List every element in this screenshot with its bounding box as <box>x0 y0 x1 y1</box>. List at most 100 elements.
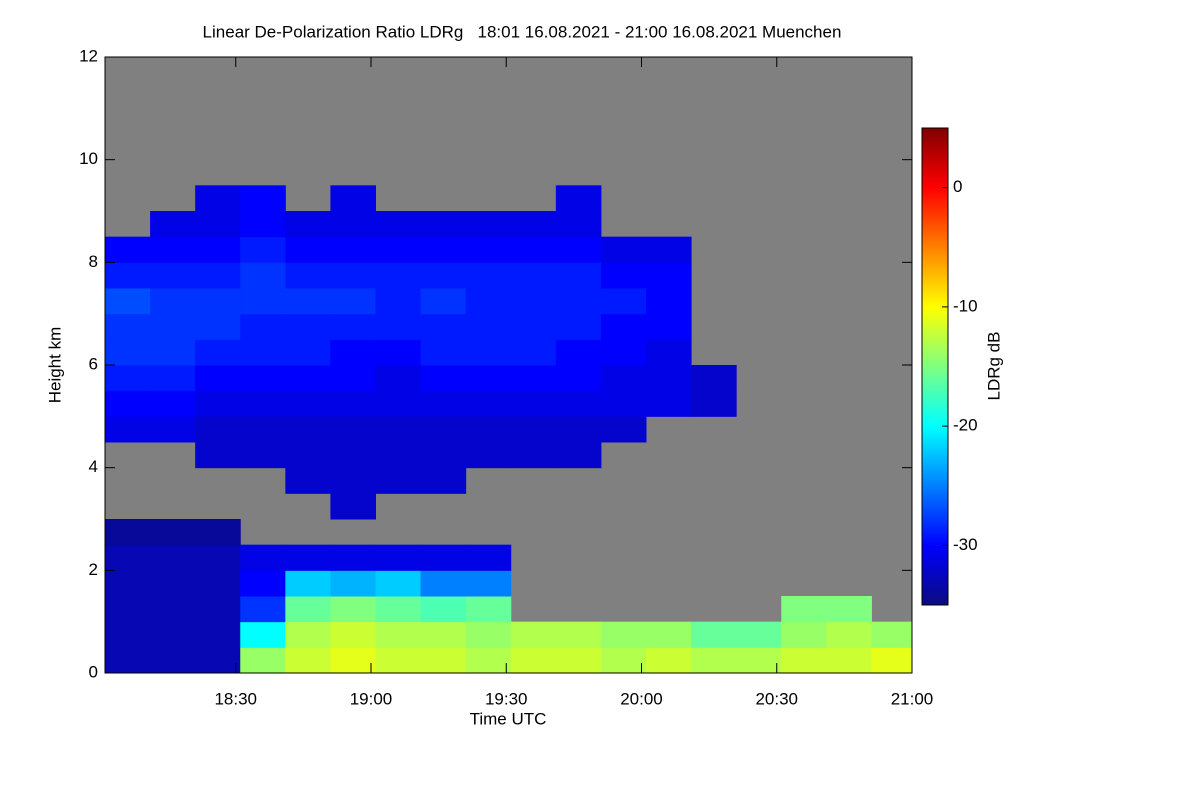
heatmap-cell <box>646 236 692 263</box>
y-tick-label: 6 <box>89 354 98 373</box>
heatmap-cell <box>781 621 827 648</box>
heatmap-cell <box>465 390 512 417</box>
heatmap-cell <box>105 519 151 546</box>
heatmap-cell <box>510 621 557 648</box>
heatmap-cell <box>555 211 602 238</box>
heatmap-cell <box>195 416 241 443</box>
heatmap-cell <box>420 467 467 494</box>
heatmap-cell <box>150 262 196 289</box>
y-tick-label: 0 <box>89 662 98 681</box>
heatmap-cell <box>240 416 286 443</box>
heatmap-cell <box>285 570 331 597</box>
heatmap-cell <box>330 390 377 417</box>
heatmap-cell <box>285 211 331 238</box>
heatmap-cell <box>465 442 512 469</box>
heatmap-cell <box>330 211 377 238</box>
heatmap-cell <box>646 262 692 289</box>
heatmap-cell <box>646 288 692 315</box>
heatmap-cell <box>285 236 331 263</box>
heatmap-cell <box>285 467 331 494</box>
heatmap-cell <box>105 416 151 443</box>
heatmap-cell <box>510 211 557 238</box>
heatmap-cell <box>150 339 196 366</box>
heatmap-cell <box>150 596 196 623</box>
x-axis-label: Time UTC <box>470 709 547 728</box>
heatmap-cell <box>600 416 647 443</box>
heatmap-cell <box>375 390 422 417</box>
heatmap-cell <box>285 416 331 443</box>
heatmap-cell <box>195 442 241 469</box>
heatmap-cell <box>195 236 241 263</box>
heatmap-cell <box>555 339 602 366</box>
heatmap-cell <box>600 262 647 289</box>
heatmap-cell <box>285 621 331 648</box>
heatmap-cell <box>420 313 467 340</box>
heatmap-cell <box>736 647 782 673</box>
heatmap-cell <box>420 442 467 469</box>
heatmap-cell <box>465 236 512 263</box>
heatmap <box>105 185 912 673</box>
heatmap-cell <box>330 647 377 673</box>
heatmap-cell <box>240 365 286 392</box>
heatmap-cell <box>420 416 467 443</box>
heatmap-cell <box>781 596 827 623</box>
heatmap-cell <box>646 339 692 366</box>
heatmap-cell <box>646 621 692 648</box>
heatmap-cell <box>600 365 647 392</box>
heatmap-cell <box>240 288 286 315</box>
heatmap-cell <box>420 262 467 289</box>
heatmap-cell <box>240 544 286 571</box>
heatmap-cell <box>195 519 241 546</box>
heatmap-cell <box>105 390 151 417</box>
heatmap-cell <box>240 596 286 623</box>
heatmap-cell <box>465 339 512 366</box>
heatmap-cell <box>555 185 602 212</box>
heatmap-cell <box>240 236 286 263</box>
heatmap-cell <box>375 365 422 392</box>
heatmap-cell <box>195 596 241 623</box>
heatmap-cell <box>105 570 151 597</box>
heatmap-cell <box>195 647 241 673</box>
heatmap-cell <box>150 647 196 673</box>
heatmap-cell <box>646 313 692 340</box>
x-tick-label: 18:30 <box>214 689 257 708</box>
heatmap-cell <box>420 390 467 417</box>
heatmap-cell <box>420 339 467 366</box>
y-tick-label: 2 <box>89 560 98 579</box>
heatmap-cell <box>465 288 512 315</box>
heatmap-cell <box>826 621 872 648</box>
heatmap-cell <box>375 211 422 238</box>
heatmap-cell <box>105 544 151 571</box>
heatmap-cell <box>510 647 557 673</box>
heatmap-cell <box>330 570 377 597</box>
heatmap-cell <box>555 262 602 289</box>
heatmap-cell <box>600 647 647 673</box>
heatmap-cell <box>150 570 196 597</box>
heatmap-cell <box>420 211 467 238</box>
y-tick-label: 8 <box>89 252 98 271</box>
x-tick-label: 19:30 <box>485 689 528 708</box>
heatmap-cell <box>330 365 377 392</box>
heatmap-cell <box>285 647 331 673</box>
heatmap-cell <box>330 621 377 648</box>
heatmap-cell <box>465 416 512 443</box>
x-tick-label: 21:00 <box>891 689 934 708</box>
heatmap-cell <box>330 442 377 469</box>
heatmap-cell <box>510 313 557 340</box>
heatmap-cell <box>150 544 196 571</box>
heatmap-cell <box>510 236 557 263</box>
heatmap-cell <box>285 596 331 623</box>
heatmap-cell <box>375 544 422 571</box>
heatmap-cell <box>375 467 422 494</box>
heatmap-cell <box>871 647 912 673</box>
heatmap-cell <box>465 570 512 597</box>
heatmap-cell <box>646 647 692 673</box>
heatmap-cell <box>330 596 377 623</box>
heatmap-cell <box>330 544 377 571</box>
y-tick-label: 10 <box>79 149 98 168</box>
heatmap-cell <box>375 416 422 443</box>
heatmap-cell <box>285 390 331 417</box>
heatmap-cell <box>330 467 377 494</box>
heatmap-cell <box>330 416 377 443</box>
